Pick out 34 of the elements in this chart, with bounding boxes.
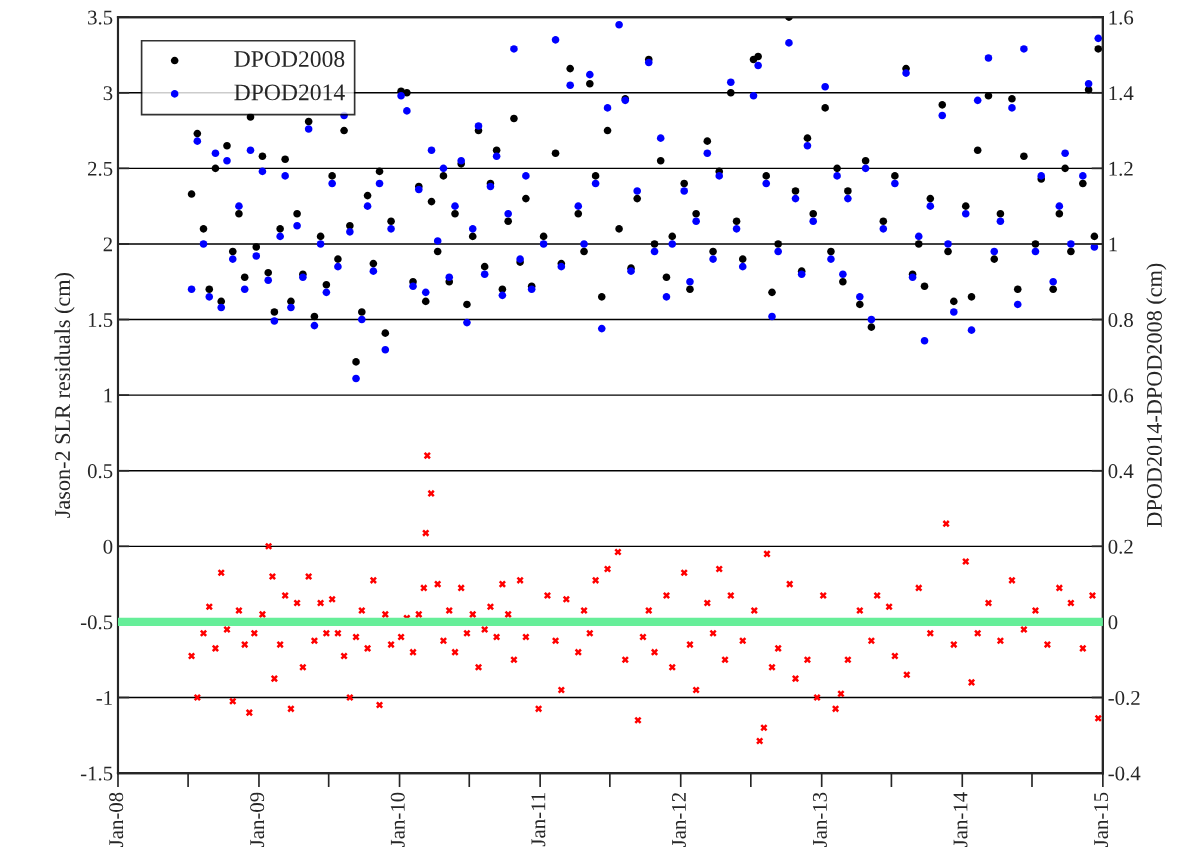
y-tick-label: 3.5 [88, 10, 113, 25]
y-tick-label: -0.5 [80, 615, 113, 630]
y2-tick-label: 1.4 [1109, 86, 1134, 101]
y-tick-label: 2.5 [88, 161, 113, 176]
y2-tick-label: 0 [1108, 615, 1118, 630]
x-tick-label: Jan-08 [109, 792, 124, 847]
x-tick-label: Jan-11 [531, 793, 546, 847]
x-tick-label: Jan-15 [1094, 792, 1109, 847]
y2-tick-label: 0.2 [1108, 539, 1133, 554]
x-tick-label: Jan-10 [390, 792, 405, 847]
y-tick-label: -1.5 [80, 766, 113, 781]
y2-tick-label: 1 [1109, 237, 1117, 252]
x-tick-label: Jan-14 [953, 792, 968, 847]
x-tick-label: Jan-09 [250, 792, 265, 847]
y2-tick-label: 1.2 [1109, 161, 1133, 176]
y-tick-label: -1 [96, 690, 112, 705]
x-tick-label: Jan-12 [671, 793, 686, 847]
y-tick-label: 0 [103, 539, 113, 554]
y-tick-label: 1 [104, 388, 112, 403]
y2-tick-label: 0.8 [1108, 312, 1133, 328]
y2-axis-title: DPOD2014-DPOD2008 (cm) [1146, 263, 1167, 527]
y-tick-label: 3 [103, 86, 113, 101]
y-tick-label: 1.5 [88, 313, 113, 328]
y-tick-label: 0.5 [87, 464, 113, 479]
x-tick-label: Jan-13 [812, 792, 827, 847]
y2-tick-label: -0.4 [1108, 766, 1141, 781]
y2-tick-label: 1.6 [1109, 10, 1134, 25]
legend-label: DPOD2014 [234, 84, 345, 101]
y2-tick-label: -0.2 [1108, 690, 1140, 706]
y2-tick-label: 0.6 [1108, 388, 1134, 403]
y-tick-label: 2 [103, 237, 112, 252]
y-axis-title: Jason-2 SLR residuals (cm) [54, 272, 75, 518]
y2-tick-label: 0.4 [1108, 464, 1134, 479]
legend-label: DPOD2008 [234, 51, 345, 67]
